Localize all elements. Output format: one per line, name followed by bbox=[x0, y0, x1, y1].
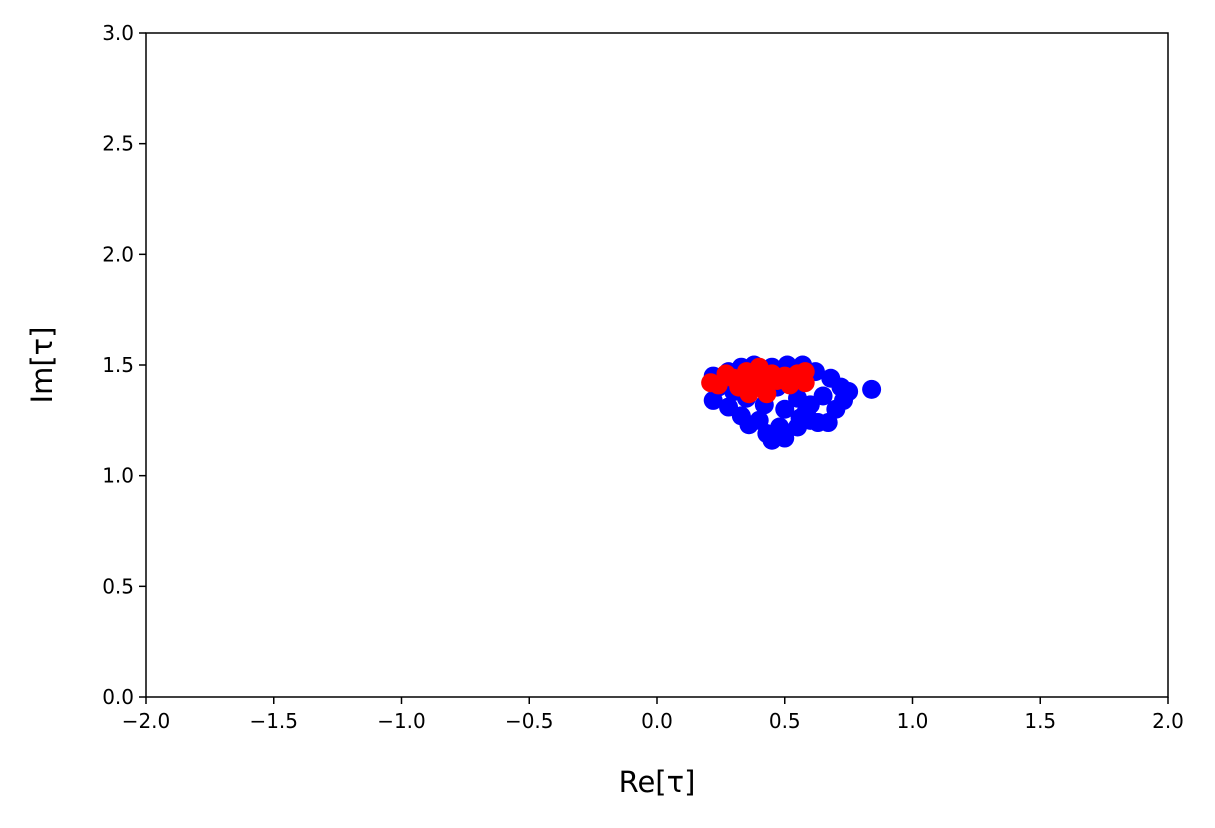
point bbox=[752, 366, 772, 386]
x-tick-label: 2.0 bbox=[1152, 709, 1184, 733]
point bbox=[813, 386, 833, 406]
y-tick-label: 1.0 bbox=[102, 464, 134, 488]
point bbox=[757, 384, 777, 404]
x-axis-label: Re[τ] bbox=[619, 765, 696, 799]
x-tick-label: 0.5 bbox=[769, 709, 801, 733]
point bbox=[790, 408, 810, 428]
y-tick-label: 0.5 bbox=[102, 574, 134, 598]
x-tick-label: 1.5 bbox=[1024, 709, 1056, 733]
point bbox=[734, 373, 754, 393]
point bbox=[770, 417, 790, 437]
plot-frame bbox=[145, 32, 1169, 698]
y-tick-label: 3.0 bbox=[102, 21, 134, 45]
point bbox=[795, 373, 815, 393]
y-axis-label: Im[τ] bbox=[25, 327, 59, 404]
point bbox=[775, 399, 795, 419]
y-tick-label: 2.5 bbox=[102, 132, 134, 156]
x-tick-label: −2.0 bbox=[122, 709, 171, 733]
x-tick-label: −0.5 bbox=[505, 709, 554, 733]
x-tick-label: −1.5 bbox=[249, 709, 298, 733]
x-tick-label: 0.0 bbox=[641, 709, 673, 733]
x-tick-label: −1.0 bbox=[377, 709, 426, 733]
point bbox=[821, 368, 841, 388]
x-tick-label: 1.0 bbox=[897, 709, 929, 733]
y-tick-label: 0.0 bbox=[102, 685, 134, 709]
point bbox=[862, 379, 882, 399]
y-tick-label: 1.5 bbox=[102, 353, 134, 377]
y-tick-label: 2.0 bbox=[102, 242, 134, 266]
